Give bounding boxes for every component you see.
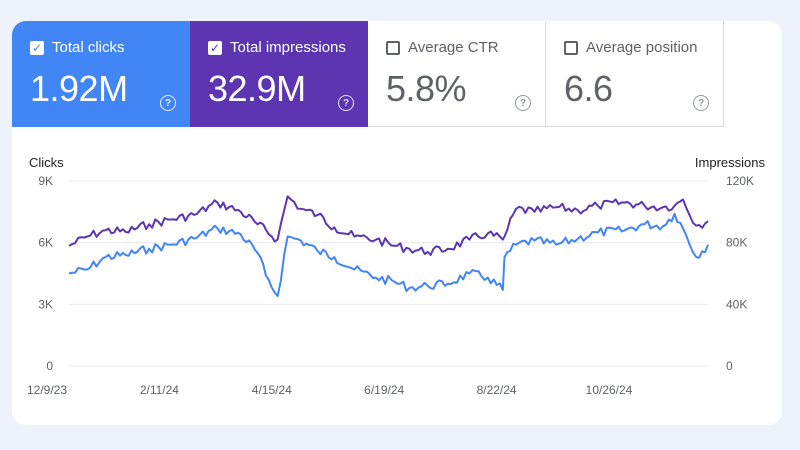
x-tick-label: 4/15/24 [252,383,292,397]
performance-chart[interactable]: Clicks Impressions 9K 120K 6K 80K 3K 40K 0 0 12/9/… [12,21,782,425]
help-icon[interactable]: ? [515,95,531,111]
help-icon[interactable]: ? [160,95,176,111]
y-tick-right: 40K [726,297,747,311]
checkbox-unchecked-icon[interactable] [386,41,400,55]
tile-average-ctr[interactable]: Average CTR 5.8% ? [368,21,546,127]
checkbox-checked-icon[interactable]: ✓ [30,41,44,55]
metric-tiles: ✓ Total clicks 1.92M ? ✓ Total impressio… [12,21,725,127]
y-tick-left: 9K [38,174,53,188]
performance-card: ✓ Total clicks 1.92M ? ✓ Total impressio… [12,21,782,425]
help-icon[interactable]: ? [693,95,709,111]
help-icon[interactable]: ? [338,95,354,111]
tile-value: 5.8% [386,68,467,109]
x-tick-label: 8/22/24 [477,383,517,397]
y-tick-right: 0 [726,359,733,373]
tile-label: Total impressions [230,39,346,56]
tile-label: Average position [586,39,698,56]
clicks-series-line[interactable] [68,212,709,298]
y-tick-left: 0 [46,359,53,373]
y-tick-left: 6K [38,236,53,250]
chart-svg[interactable]: Clicks Impressions 9K 120K 6K 80K 3K 40K 0 0 12/9/… [12,21,782,425]
tile-label: Average CTR [408,39,499,56]
tile-average-position[interactable]: Average position 6.6 ? [546,21,724,127]
tile-label: Total clicks [52,39,125,56]
y-axis-right-title: Impressions [695,155,766,170]
tile-total-impressions[interactable]: ✓ Total impressions 32.9M ? [190,21,368,127]
checkbox-checked-icon[interactable]: ✓ [208,41,222,55]
x-tick-label: 12/9/23 [27,383,67,397]
checkbox-unchecked-icon[interactable] [564,41,578,55]
y-tick-right: 80K [726,236,747,250]
x-tick-label: 10/26/24 [586,383,633,397]
tile-value: 32.9M [208,68,306,109]
y-axis-left-title: Clicks [29,155,64,170]
x-tick-label: 6/19/24 [364,383,404,397]
x-tick-label: 2/11/24 [140,383,179,397]
y-tick-right: 120K [726,174,754,188]
y-tick-left: 3K [38,297,53,311]
tile-value: 1.92M [30,68,128,109]
impressions-series-line[interactable] [68,195,709,256]
tile-value: 6.6 [564,68,613,109]
tile-total-clicks[interactable]: ✓ Total clicks 1.92M ? [12,21,190,127]
